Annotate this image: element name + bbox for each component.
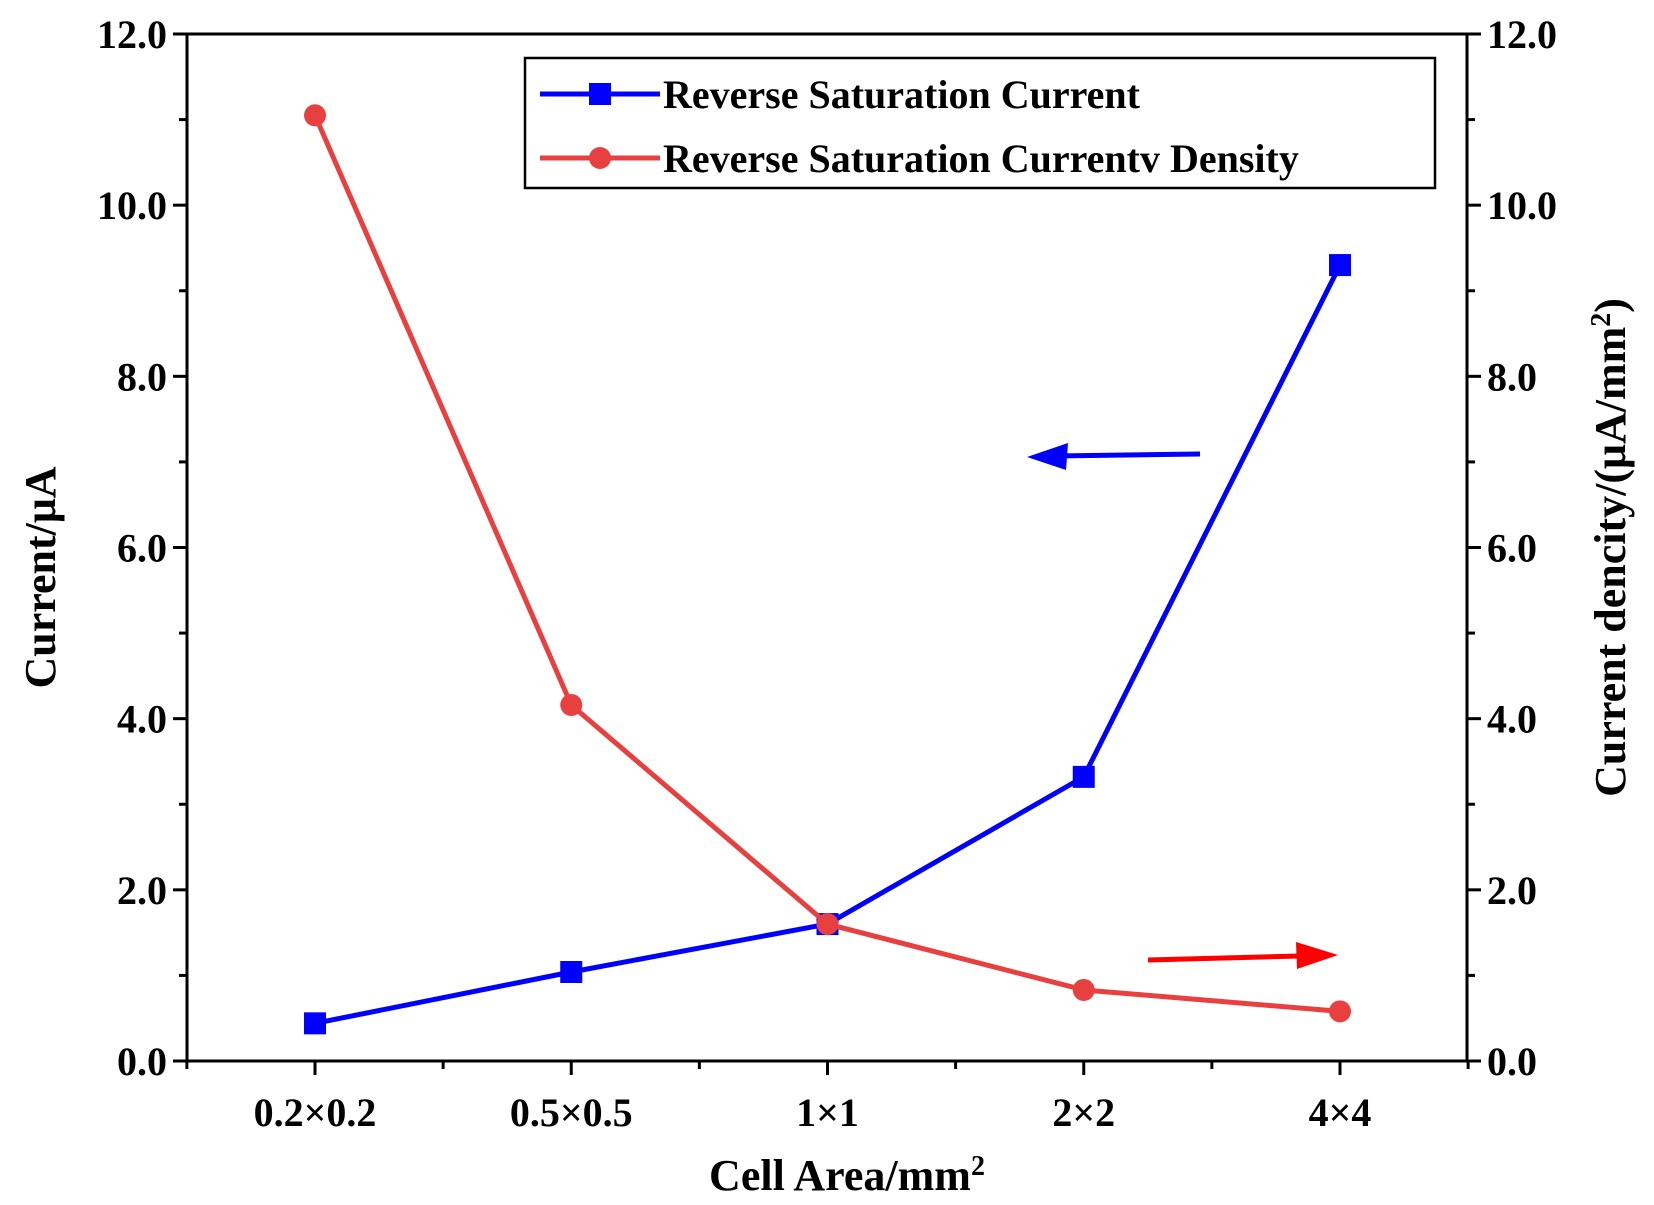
legend-marker-circle xyxy=(589,147,611,169)
right-tick-label: 6.0 xyxy=(1487,526,1537,571)
left-tick-label: 6.0 xyxy=(117,526,167,571)
data-point-circle xyxy=(304,104,326,127)
left-axis-arrow xyxy=(1054,451,1201,459)
data-point-circle xyxy=(560,693,583,716)
x-tick-label: 0.5×0.5 xyxy=(510,1090,633,1135)
left-tick-label: 10.0 xyxy=(97,183,167,228)
data-point-square xyxy=(560,960,583,983)
x-tick-label: 2×2 xyxy=(1052,1090,1115,1135)
right-tick-label: 8.0 xyxy=(1487,354,1537,399)
right-axis-arrow-head xyxy=(1296,942,1338,969)
left-axis-ticks: 0.0 2.0 4.0 6.0 8.0 10.0 12.0 xyxy=(97,12,187,1084)
left-y-axis-title: Current/μA xyxy=(16,466,65,688)
series-line-2 xyxy=(312,114,1341,1014)
right-tick-label: 12.0 xyxy=(1487,12,1557,57)
data-point-circle xyxy=(1072,978,1095,1001)
x-axis-ticks: 0.2×0.2 0.5×0.5 1×1 2×2 4×4 xyxy=(185,1061,1470,1135)
data-point-square xyxy=(304,1012,326,1035)
left-tick-label: 8.0 xyxy=(117,354,167,399)
annotation-arrows xyxy=(1027,443,1338,969)
legend-marker-square xyxy=(589,83,611,105)
right-tick-label: 2.0 xyxy=(1487,868,1537,913)
left-axis-arrow-head xyxy=(1027,443,1068,470)
right-axis-ticks: 0.0 2.0 4.0 6.0 8.0 10.0 12.0 xyxy=(1467,12,1557,1084)
x-tick-label: 0.2×0.2 xyxy=(254,1090,377,1135)
data-point-square xyxy=(1072,765,1095,788)
data-point-square xyxy=(1329,254,1351,277)
data-point-circle xyxy=(1329,1000,1351,1023)
legend-label-2: Reverse Saturation Currentv Density xyxy=(663,136,1299,181)
left-tick-label: 4.0 xyxy=(117,697,167,742)
right-tick-label: 4.0 xyxy=(1487,697,1537,742)
right-axis-arrow xyxy=(1147,953,1301,963)
series-line-1 xyxy=(314,263,1343,1026)
right-tick-label: 0.0 xyxy=(1487,1039,1537,1084)
legend-box xyxy=(523,56,1437,190)
left-tick-label: 0.0 xyxy=(117,1039,167,1084)
legend-label-1: Reverse Saturation Current xyxy=(663,72,1141,117)
right-tick-label: 10.0 xyxy=(1487,183,1557,228)
x-axis-title: Cell Area/mm2 xyxy=(709,1151,985,1201)
x-tick-label: 4×4 xyxy=(1309,1090,1372,1135)
series-layer xyxy=(304,104,1351,1035)
data-point-circle xyxy=(816,913,839,936)
right-y-axis-title: Current dencity/(μA/mm2) xyxy=(1586,298,1636,797)
left-tick-label: 2.0 xyxy=(117,868,167,913)
x-tick-label: 1×1 xyxy=(796,1090,859,1135)
left-tick-label: 12.0 xyxy=(97,12,167,57)
legend: Reverse Saturation Current Reverse Satura… xyxy=(523,56,1437,190)
